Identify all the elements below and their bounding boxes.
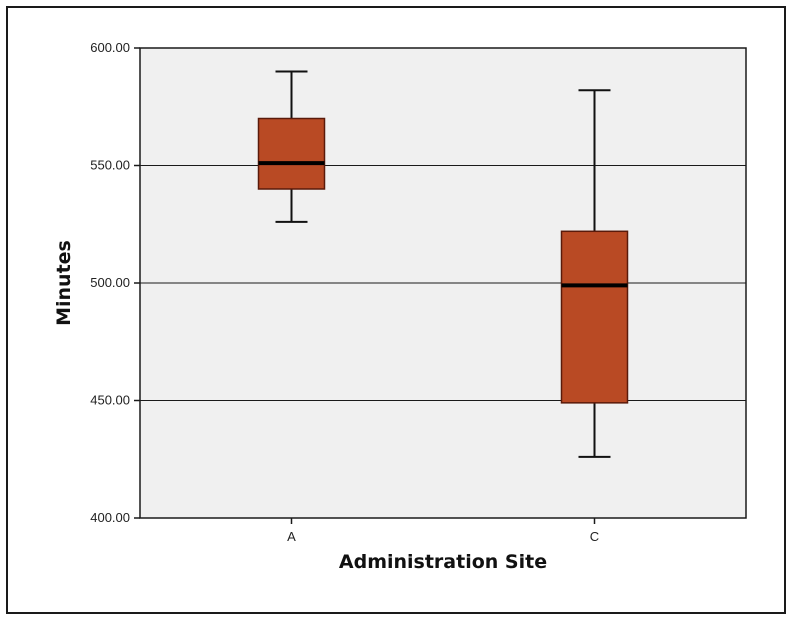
boxes: [257, 70, 629, 458]
x-axis-title: Administration Site: [339, 551, 547, 573]
box-a: [257, 70, 326, 223]
y-axis-ticks: 400.00 450.00 500.00 550.00 600.00: [90, 40, 140, 525]
y-tick-label: 550.00: [90, 158, 130, 173]
y-tick-label: 400.00: [90, 510, 130, 525]
plot-border: [139, 47, 747, 519]
y-axis-title: Minutes: [53, 240, 75, 326]
box-c: [560, 89, 629, 458]
y-tick-label: 600.00: [90, 40, 130, 55]
y-tick-label: 500.00: [90, 275, 130, 290]
y-tick-label: 450.00: [90, 393, 130, 408]
gridlines: [140, 165, 746, 401]
iqr-box: [257, 117, 326, 190]
x-tick-label: A: [287, 529, 296, 544]
iqr-box: [560, 230, 629, 404]
x-tick-label: C: [590, 529, 599, 544]
